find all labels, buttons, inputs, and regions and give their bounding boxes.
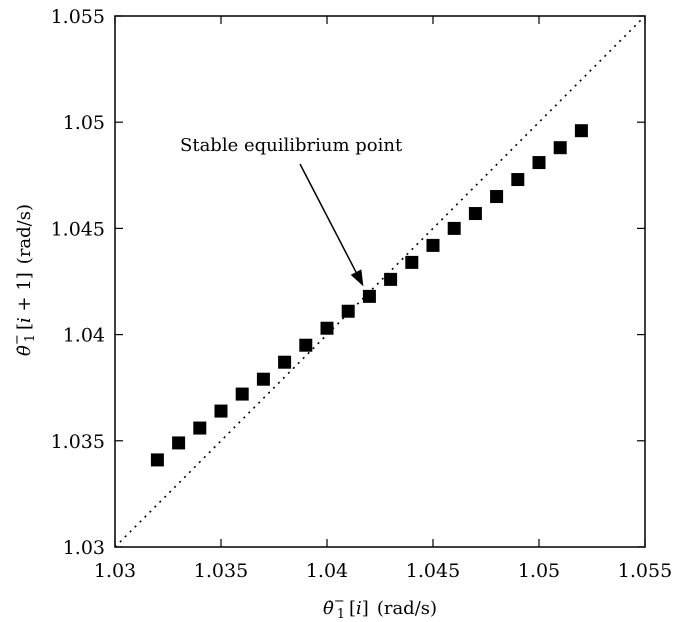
y-tick-label: 1.03: [63, 537, 105, 559]
data-point: [426, 238, 440, 252]
data-point: [214, 404, 228, 418]
x-tick-label: 1.055: [618, 560, 672, 582]
data-point: [362, 289, 376, 303]
x-tick-label: 1.035: [194, 560, 248, 582]
data-point: [574, 124, 588, 138]
y-tick-label: 1.04: [63, 325, 105, 347]
data-point: [532, 156, 546, 170]
data-point: [278, 355, 292, 369]
data-point: [384, 272, 398, 286]
data-point: [341, 304, 355, 318]
data-point: [172, 436, 186, 450]
axis-ticks: [114, 15, 646, 548]
data-points: [150, 124, 588, 467]
annotation-arrowhead: [350, 269, 364, 287]
data-point: [447, 221, 461, 235]
y-tick-labels: 1.03 1.035 1.04 1.045 1.05 1.055: [51, 6, 105, 559]
plot-frame: [114, 15, 646, 548]
y-tick-label: 1.055: [51, 6, 105, 28]
y-axis-label: θ̇−1[i + 1](rad/s): [10, 204, 38, 356]
x-tick-labels: 1.03 1.035 1.04 1.045 1.05 1.055: [94, 560, 672, 582]
reference-diagonal-line: [114, 15, 646, 548]
data-point: [553, 141, 567, 155]
data-point: [468, 207, 482, 221]
y-tick-label: 1.05: [63, 112, 105, 134]
data-point: [193, 421, 207, 435]
data-point: [511, 173, 525, 187]
y-tick-label: 1.035: [51, 431, 105, 453]
data-point: [490, 190, 504, 204]
data-point: [256, 372, 270, 386]
data-point: [235, 387, 249, 401]
x-tick-label: 1.05: [518, 560, 560, 582]
x-tick-label: 1.045: [406, 560, 460, 582]
annotation-label: Stable equilibrium point: [180, 135, 403, 156]
x-axis-label: θ̇− 1 [i] (rad/s): [323, 594, 437, 622]
annotation-arrow-line: [299, 163, 357, 273]
y-tick-label: 1.045: [51, 218, 105, 240]
data-point: [405, 255, 419, 269]
x-tick-label: 1.03: [94, 560, 136, 582]
data-point: [150, 453, 164, 467]
data-point: [320, 321, 334, 335]
data-point: [299, 338, 313, 352]
x-tick-label: 1.04: [306, 560, 348, 582]
